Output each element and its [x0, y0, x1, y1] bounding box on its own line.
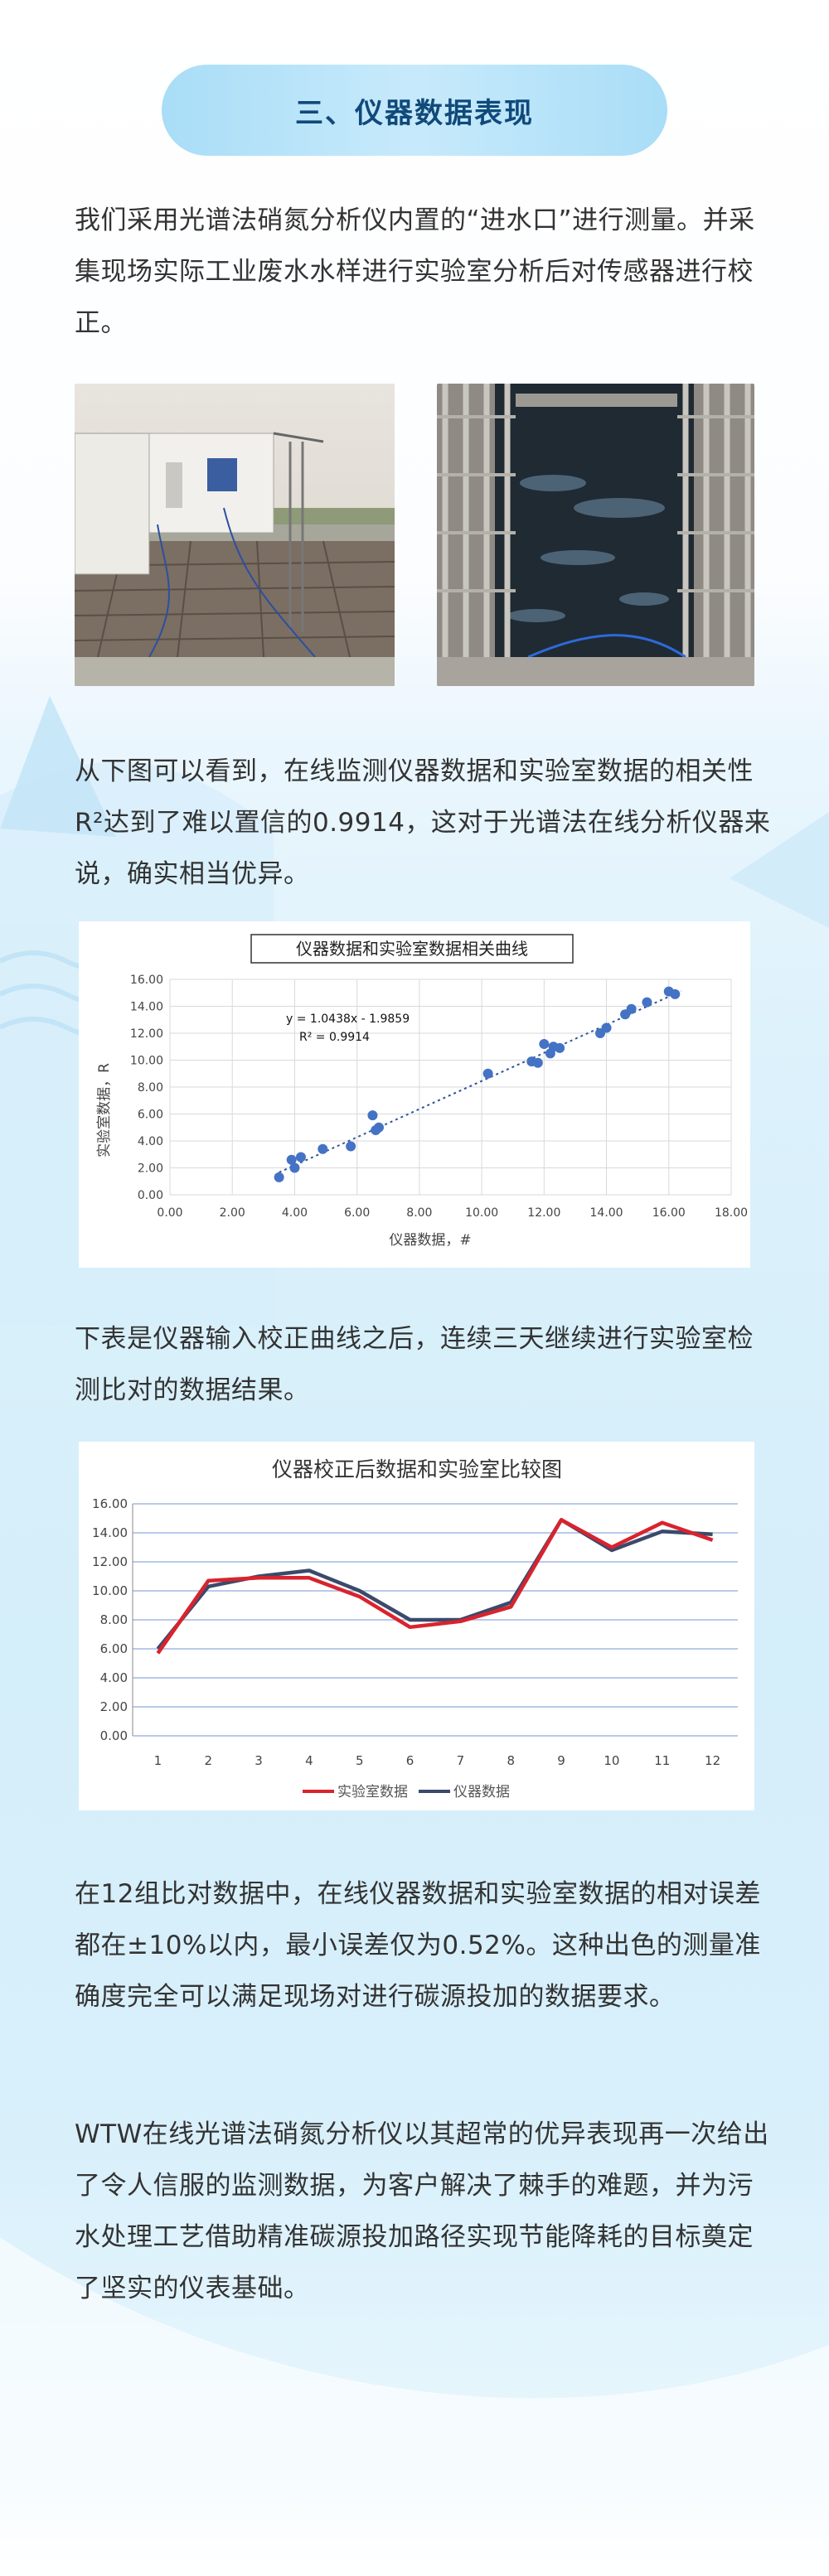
legend-lab-label: 实验室数据 — [337, 1784, 408, 1800]
scatter-x-tick-label: 12.00 — [527, 1206, 560, 1220]
scatter-r-squared: R² = 0.9914 — [299, 1031, 370, 1044]
scatter-point — [286, 1154, 297, 1165]
line-x-tick-label: 9 — [557, 1753, 565, 1768]
line-y-tick-label: 2.00 — [100, 1699, 128, 1714]
intro-paragraph: 我们采用光谱法硝氮分析仪内置的“进水口”进行测量。并采集现场实际工业废水水样进行… — [75, 205, 755, 338]
scatter-point — [373, 1122, 384, 1133]
scatter-x-tick-label: 4.00 — [282, 1206, 308, 1220]
line-x-tick-label: 4 — [305, 1753, 313, 1768]
scatter-point — [367, 1110, 378, 1121]
scatter-title-box — [250, 934, 574, 964]
scatter-y-tick-label: 6.00 — [138, 1109, 163, 1122]
line-y-tick-label: 4.00 — [100, 1670, 128, 1685]
line-x-tick-label: 3 — [255, 1753, 263, 1768]
line-y-tick-label: 0.00 — [100, 1728, 128, 1743]
scatter-point — [555, 1042, 565, 1053]
scatter-x-tick-label: 16.00 — [652, 1206, 686, 1220]
line-legend: 实验室数据 仪器数据 — [303, 1784, 510, 1800]
line-chart: 仪器校正后数据和实验室比较图 0.00 2.00 4.00 6.00 8.00 10.00… — [92, 1457, 738, 1800]
scatter-point — [642, 997, 652, 1008]
line-y-tick-label: 12.00 — [92, 1554, 128, 1569]
scatter-point — [670, 988, 681, 999]
wastewater-channel-photo — [437, 384, 754, 686]
line-x-tick-label: 11 — [654, 1753, 670, 1768]
scatter-title: 仪器数据和实验室数据相关曲线 — [296, 939, 528, 959]
scatter-point — [532, 1057, 543, 1068]
scatter-y-tick-label: 4.00 — [138, 1135, 163, 1148]
scatter-chart-card: 仪器数据和实验室数据相关曲线 0.00 2.00 4.00 6.00 8.00 10.00… — [79, 921, 750, 1268]
line-y-tick-label: 16.00 — [92, 1496, 128, 1511]
scatter-x-axis-label: 仪器数据，# — [389, 1232, 471, 1249]
scatter-y-tick-label: 10.00 — [130, 1055, 163, 1068]
scatter-x-tick-label: 6.00 — [344, 1206, 370, 1220]
line-y-tick-label: 14.00 — [92, 1525, 128, 1540]
scatter-point — [601, 1022, 612, 1033]
scatter-x-tick-label: 0.00 — [157, 1206, 182, 1220]
scatter-x-tick-label: 2.00 — [220, 1206, 245, 1220]
line-y-tick-label: 10.00 — [92, 1583, 128, 1598]
scatter-y-tick-label: 14.00 — [130, 1001, 163, 1014]
line-series-lab — [156, 1518, 714, 1655]
scatter-point — [318, 1143, 328, 1154]
scatter-point — [539, 1039, 550, 1049]
scatter-point — [346, 1141, 356, 1152]
scatter-x-tick-label: 10.00 — [465, 1206, 498, 1220]
line-x-tick-label: 1 — [154, 1753, 162, 1768]
scatter-point — [626, 1003, 637, 1014]
scatter-y-tick-label: 2.00 — [138, 1162, 163, 1176]
scatter-x-tick-label: 8.00 — [406, 1206, 432, 1220]
table-intro-paragraph: 下表是仪器输入校正曲线之后，连续三天继续进行实验室检测比对的数据结果。 — [75, 1324, 754, 1405]
legend-instrument-label: 仪器数据 — [453, 1784, 510, 1800]
scatter-point — [295, 1152, 306, 1162]
scatter-y-tick-label: 0.00 — [138, 1189, 163, 1202]
scatter-trendline — [279, 990, 682, 1173]
line-y-tick-label: 8.00 — [100, 1612, 128, 1627]
scatter-equation: y = 1.0438x - 1.9859 — [286, 1013, 410, 1026]
scatter-y-tick-label: 16.00 — [130, 974, 163, 987]
scatter-y-axis-label: 实验室数据，R — [96, 1063, 113, 1158]
line-x-tick-label: 12 — [705, 1753, 720, 1768]
instrument-cabinet-photo — [75, 384, 395, 686]
scatter-x-tick-label: 18.00 — [715, 1206, 748, 1220]
line-y-tick-label: 6.00 — [100, 1641, 128, 1656]
scatter-chart: 仪器数据和实验室数据相关曲线 0.00 2.00 4.00 6.00 8.00 10.00… — [96, 934, 748, 1249]
line-x-tick-label: 10 — [604, 1753, 619, 1768]
line-chart-card: 仪器校正后数据和实验室比较图 0.00 2.00 4.00 6.00 8.00 10.00… — [79, 1442, 754, 1810]
line-x-tick-label: 7 — [457, 1753, 465, 1768]
line-x-tick-label: 2 — [204, 1753, 212, 1768]
scatter-x-tick-label: 14.00 — [590, 1206, 623, 1220]
scatter-point — [482, 1068, 493, 1079]
scatter-point — [289, 1162, 300, 1173]
line-chart-title: 仪器校正后数据和实验室比较图 — [272, 1457, 562, 1481]
scatter-point — [274, 1172, 284, 1182]
scatter-y-tick-label: 12.00 — [130, 1027, 163, 1041]
conclusion-paragraph: WTW在线光谱法硝氮分析仪以其超常的优异表现再一次给出了令人信服的监测数据，为客… — [75, 2119, 769, 2303]
section-title-pill: 三、仪器数据表现 — [162, 65, 667, 156]
line-x-tick-label: 5 — [356, 1753, 364, 1768]
line-x-tick-label: 6 — [406, 1753, 414, 1768]
line-x-tick-label: 8 — [507, 1753, 515, 1768]
scatter-y-tick-label: 8.00 — [138, 1081, 163, 1095]
section-title: 三、仪器数据表现 — [295, 96, 534, 130]
correlation-paragraph: 从下图可以看到，在线监测仪器数据和实验室数据的相关性R²达到了难以置信的0.99… — [75, 756, 771, 889]
error-paragraph: 在12组比对数据中，在线仪器数据和实验室数据的相对误差都在±10%以内，最小误差… — [75, 1879, 761, 2012]
